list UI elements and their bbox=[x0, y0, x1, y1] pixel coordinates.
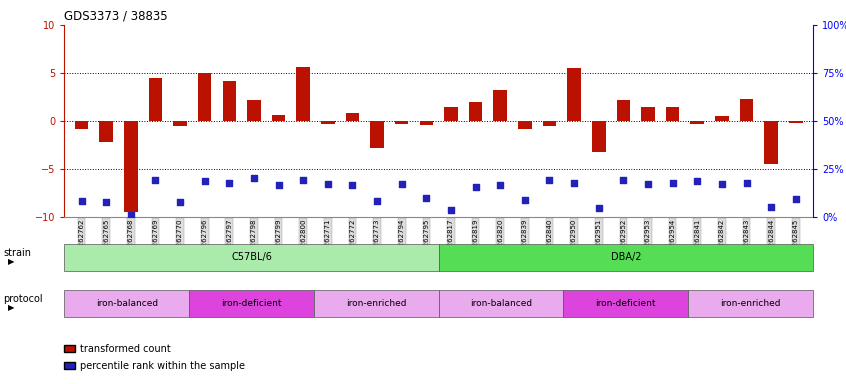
Point bbox=[444, 207, 458, 214]
Text: transformed count: transformed count bbox=[80, 344, 170, 354]
Point bbox=[99, 199, 113, 205]
Point bbox=[617, 177, 630, 183]
Bar bbox=[124, 121, 138, 212]
Text: iron-balanced: iron-balanced bbox=[96, 299, 157, 308]
Point bbox=[641, 181, 655, 187]
Text: ▶: ▶ bbox=[8, 303, 14, 312]
Point bbox=[493, 182, 507, 189]
Bar bbox=[518, 121, 531, 129]
Bar bbox=[542, 121, 557, 126]
Text: C57BL/6: C57BL/6 bbox=[231, 252, 272, 262]
Point bbox=[272, 182, 285, 189]
Bar bbox=[198, 73, 212, 121]
Bar bbox=[617, 100, 630, 121]
Bar bbox=[371, 121, 384, 148]
Point bbox=[124, 212, 138, 218]
Bar bbox=[74, 121, 88, 129]
Bar bbox=[568, 68, 581, 121]
Point bbox=[74, 198, 88, 204]
Bar bbox=[99, 121, 113, 142]
Point bbox=[346, 182, 360, 189]
Point bbox=[715, 181, 728, 187]
Point bbox=[592, 205, 606, 212]
Text: DBA/2: DBA/2 bbox=[611, 252, 641, 262]
Bar bbox=[247, 100, 261, 121]
Bar bbox=[690, 121, 704, 124]
Point bbox=[568, 180, 581, 187]
Point bbox=[739, 180, 753, 187]
Point bbox=[420, 195, 433, 201]
Point bbox=[222, 180, 236, 187]
Point bbox=[321, 181, 334, 187]
Point bbox=[543, 177, 557, 183]
Point bbox=[469, 184, 482, 190]
Bar bbox=[173, 121, 187, 126]
Text: iron-enriched: iron-enriched bbox=[720, 299, 781, 308]
Text: iron-balanced: iron-balanced bbox=[470, 299, 532, 308]
Text: percentile rank within the sample: percentile rank within the sample bbox=[80, 361, 244, 371]
Text: GDS3373 / 38835: GDS3373 / 38835 bbox=[64, 10, 168, 23]
Bar bbox=[222, 81, 236, 121]
Point bbox=[296, 177, 310, 183]
Bar bbox=[493, 90, 507, 121]
Point bbox=[395, 181, 409, 187]
Bar bbox=[715, 116, 728, 121]
Point bbox=[371, 198, 384, 204]
Text: protocol: protocol bbox=[3, 294, 43, 304]
Bar bbox=[321, 121, 335, 124]
Point bbox=[173, 199, 187, 205]
Point bbox=[149, 177, 162, 184]
Text: iron-enriched: iron-enriched bbox=[346, 299, 407, 308]
Point bbox=[690, 179, 704, 185]
Bar bbox=[395, 121, 409, 124]
Bar bbox=[765, 121, 778, 164]
Point bbox=[765, 204, 778, 210]
Point bbox=[789, 196, 803, 202]
Text: iron-deficient: iron-deficient bbox=[596, 299, 656, 308]
Bar bbox=[296, 67, 310, 121]
Bar bbox=[149, 78, 162, 121]
Bar bbox=[666, 107, 679, 121]
Point bbox=[247, 175, 261, 181]
Bar bbox=[469, 102, 482, 121]
Bar bbox=[444, 107, 458, 121]
Point bbox=[666, 180, 679, 187]
Bar bbox=[789, 121, 803, 123]
Bar bbox=[346, 113, 360, 121]
Text: iron-deficient: iron-deficient bbox=[221, 299, 282, 308]
Point bbox=[198, 179, 212, 185]
Point bbox=[518, 197, 531, 203]
Bar bbox=[592, 121, 606, 152]
Text: strain: strain bbox=[3, 248, 31, 258]
Bar bbox=[420, 121, 433, 125]
Bar bbox=[272, 115, 285, 121]
Text: ▶: ▶ bbox=[8, 257, 14, 266]
Bar bbox=[641, 107, 655, 121]
Bar bbox=[739, 99, 753, 121]
